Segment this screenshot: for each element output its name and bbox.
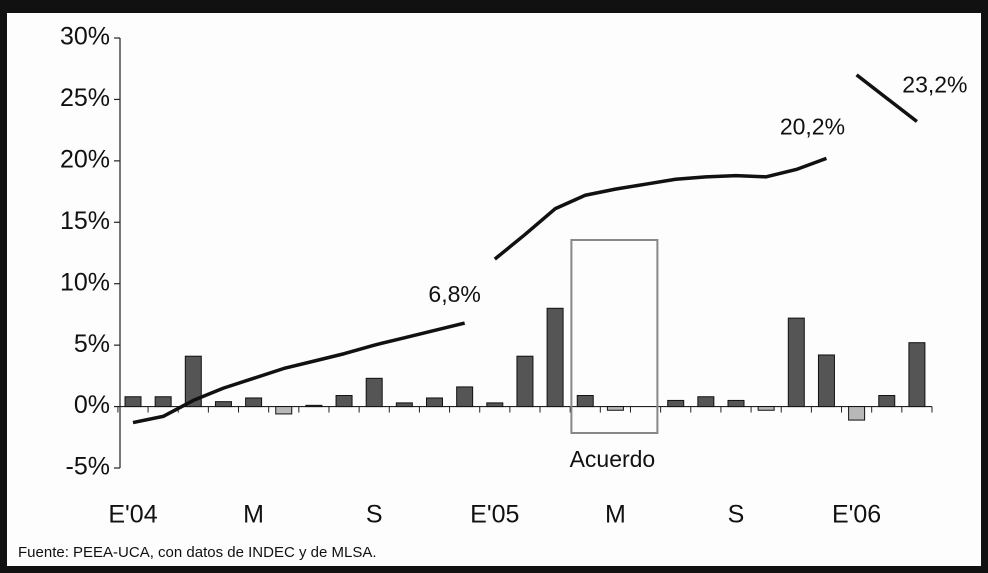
bar [576, 395, 594, 408]
x-tick-label: E'05 [470, 501, 519, 529]
x-tick-label: M [605, 501, 626, 529]
x-tick-label: S [728, 501, 745, 529]
bar [697, 396, 715, 408]
bar [848, 406, 866, 421]
bar [426, 397, 443, 408]
y-tick-label: -5% [66, 453, 110, 481]
bar [908, 342, 926, 408]
line [493, 156, 828, 261]
y-tick-label: 25% [60, 84, 110, 112]
bar [606, 406, 624, 411]
bar [184, 355, 202, 408]
value-label: 23,2% [902, 72, 967, 98]
x-tick-label: S [366, 501, 383, 529]
line [855, 73, 918, 123]
bar [486, 402, 504, 408]
bar [667, 399, 685, 408]
y-tick-label: 0% [74, 391, 110, 419]
value-label: 6,8% [428, 281, 480, 307]
y-tick-label: 20% [60, 145, 110, 173]
bar [546, 307, 564, 408]
bar [124, 396, 142, 408]
bar [365, 377, 383, 408]
bar [787, 317, 805, 408]
annotation-label: Acuerdo [570, 446, 656, 472]
source-note: Fuente: PEEA-UCA, con datos de INDEC y d… [18, 544, 377, 561]
bar [516, 355, 534, 408]
annotation-box [570, 239, 659, 434]
bar [727, 399, 745, 408]
plot-background [7, 13, 981, 566]
bar [214, 401, 232, 408]
bar [275, 406, 293, 415]
bar [154, 396, 172, 408]
bar [245, 397, 263, 408]
value-label: 20,2% [780, 113, 845, 139]
bar [305, 404, 323, 408]
bar [817, 354, 835, 408]
line [132, 321, 466, 425]
bar [395, 402, 413, 408]
bar [335, 395, 353, 408]
y-tick-label: 15% [60, 207, 110, 235]
x-tick-label: E'04 [108, 501, 157, 529]
bar [456, 386, 474, 408]
y-tick-label: 5% [74, 330, 110, 358]
y-tick-label: 30% [60, 23, 110, 51]
bar [757, 406, 775, 411]
bar [878, 395, 896, 408]
y-tick-label: 10% [60, 268, 110, 296]
x-tick-label: M [243, 501, 264, 529]
x-tick-label: E'06 [832, 501, 881, 529]
